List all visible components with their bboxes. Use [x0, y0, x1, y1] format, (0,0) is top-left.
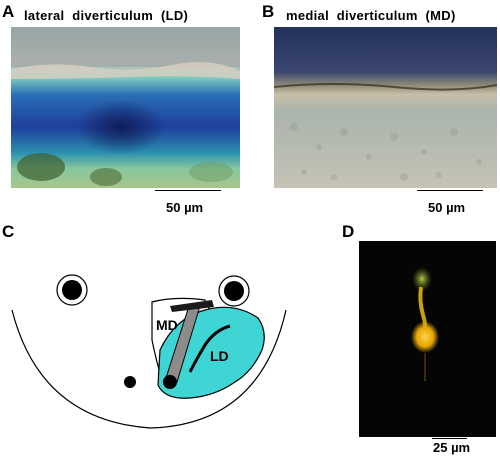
panel-b-title: medial diverticulum (MD) — [286, 8, 456, 23]
panel-b-scale-bar — [417, 190, 483, 191]
small-spot — [124, 376, 136, 388]
ld-label: LD — [210, 348, 229, 364]
ld-stripe — [188, 324, 231, 373]
neurite — [418, 286, 427, 328]
body-outline — [11, 309, 287, 429]
panel-d-micrograph — [359, 241, 496, 437]
panel-d-scale-bar — [432, 438, 467, 439]
panel-a-scale-label: 50 µm — [166, 200, 204, 215]
panel-b-scale-label: 50 µm — [428, 200, 466, 215]
panel-c-letter: C — [2, 222, 15, 241]
dendrite-tip — [412, 267, 432, 291]
left-eye — [56, 274, 88, 306]
panel-b-micrograph — [274, 27, 497, 188]
cell-body — [411, 321, 439, 353]
panel-d-letter: D — [342, 222, 355, 241]
right-eye — [218, 275, 250, 307]
panel-a-letter: A — [2, 2, 15, 21]
panel-a-title: lateral diverticulum (LD) — [24, 8, 189, 23]
md-top-band — [170, 300, 214, 312]
cell-spot — [163, 375, 177, 389]
panel-c-diagram: MD LD — [11, 274, 287, 429]
panel-d-scale-label: 25 µm — [433, 440, 471, 455]
panel-a-micrograph — [11, 27, 240, 188]
md-label: MD — [156, 317, 178, 333]
panel-b-letter: B — [262, 2, 275, 21]
panel-a-scale-bar — [155, 190, 221, 191]
